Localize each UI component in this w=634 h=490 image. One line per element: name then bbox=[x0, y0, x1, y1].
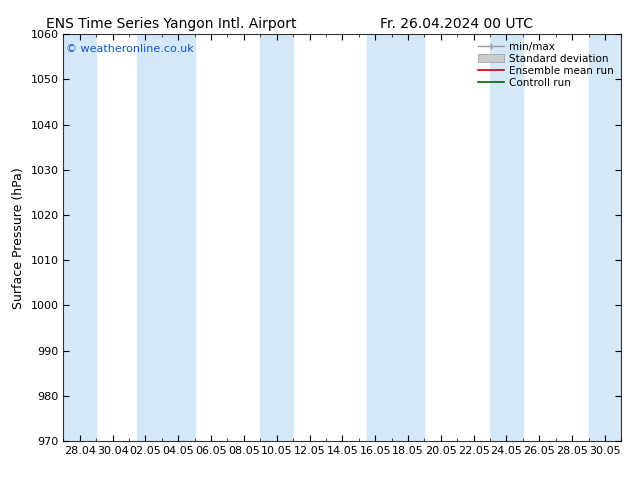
Text: © weatheronline.co.uk: © weatheronline.co.uk bbox=[66, 45, 194, 54]
Bar bbox=[490, 34, 523, 441]
Text: Fr. 26.04.2024 00 UTC: Fr. 26.04.2024 00 UTC bbox=[380, 17, 533, 31]
Text: ENS Time Series Yangon Intl. Airport: ENS Time Series Yangon Intl. Airport bbox=[46, 17, 297, 31]
Bar bbox=[63, 34, 96, 441]
Bar bbox=[261, 34, 293, 441]
Bar bbox=[137, 34, 195, 441]
Bar bbox=[588, 34, 621, 441]
Legend: min/max, Standard deviation, Ensemble mean run, Controll run: min/max, Standard deviation, Ensemble me… bbox=[476, 40, 616, 90]
Bar bbox=[367, 34, 424, 441]
Title: ENS Time Series Yangon Intl. Airport        Fr. 26.04.2024 00 UTC: ENS Time Series Yangon Intl. Airport Fr.… bbox=[0, 489, 1, 490]
Y-axis label: Surface Pressure (hPa): Surface Pressure (hPa) bbox=[12, 167, 25, 309]
